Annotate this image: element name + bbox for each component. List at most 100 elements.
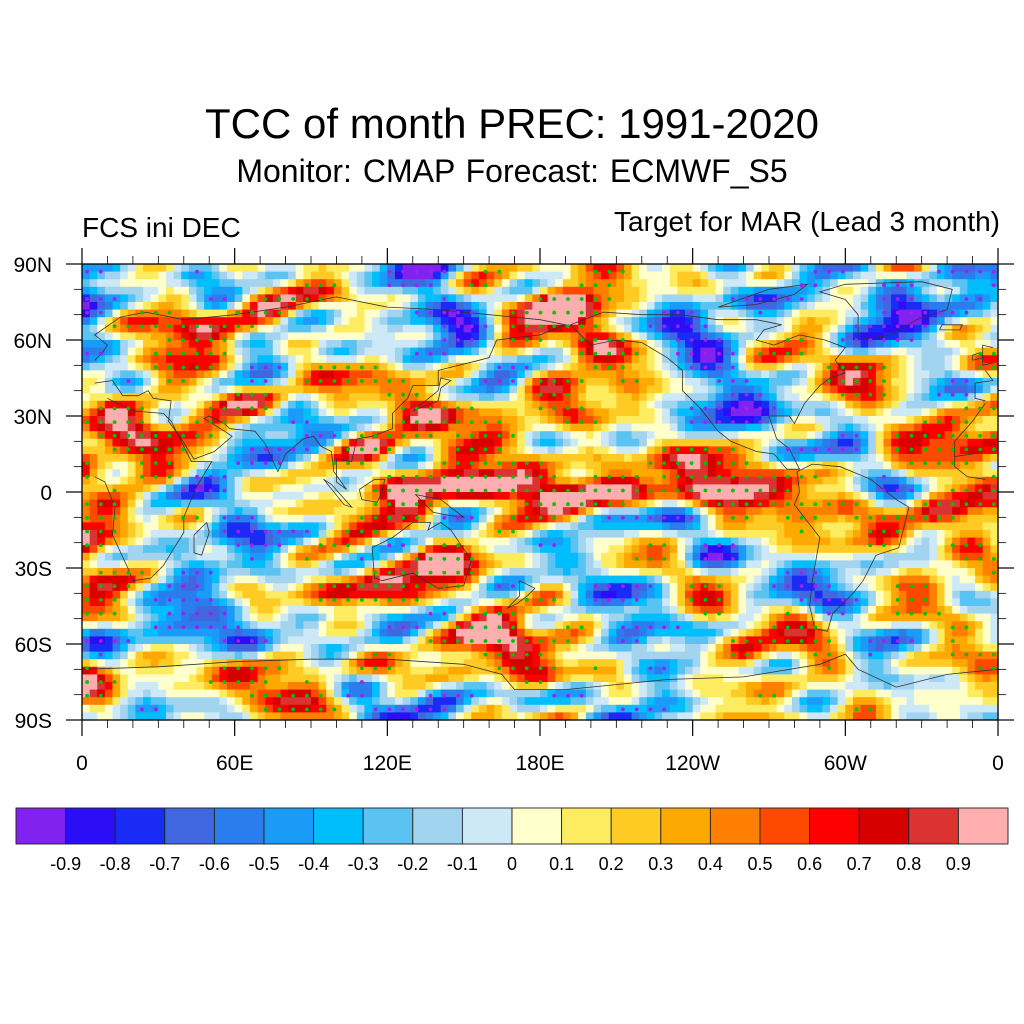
field-cell [219, 492, 228, 501]
field-cell [211, 659, 228, 668]
field-cell [173, 514, 182, 523]
field-cell [120, 674, 129, 683]
field-cell [929, 537, 938, 546]
field-cell [990, 461, 999, 470]
field-cell [700, 279, 709, 288]
field-cell [852, 294, 862, 303]
field-cell [791, 598, 801, 607]
field-cell [211, 514, 220, 523]
significant-negative-dot [497, 379, 502, 383]
significant-positive-dot [524, 324, 529, 329]
field-cell [593, 613, 602, 622]
field-cell [738, 651, 747, 660]
field-cell [822, 393, 831, 402]
field-cell [478, 461, 503, 470]
field-cell [883, 560, 900, 569]
field-cell [791, 324, 801, 333]
field-cell [333, 286, 343, 295]
field-cell [669, 279, 678, 288]
field-cell [555, 393, 564, 402]
field-cell [471, 704, 480, 713]
field-cell [120, 522, 129, 531]
field-cell [952, 598, 961, 607]
field-cell [211, 347, 220, 356]
field-cell [799, 271, 808, 280]
field-cell [524, 697, 572, 706]
field-cell [272, 492, 304, 501]
field-cell [914, 644, 923, 653]
field-cell [456, 590, 472, 599]
field-cell [303, 621, 320, 630]
field-cell [387, 476, 396, 485]
field-cell [181, 264, 190, 273]
field-cell [723, 590, 732, 599]
field-cell [669, 385, 694, 394]
field-cell [601, 613, 610, 622]
field-cell [272, 606, 282, 615]
field-cell [975, 324, 984, 333]
field-cell [791, 697, 801, 706]
field-cell [509, 507, 518, 516]
field-cell [517, 446, 526, 455]
field-cell [952, 507, 961, 516]
field-cell [82, 317, 91, 326]
field-cell [356, 294, 388, 303]
field-cell [906, 628, 923, 637]
field-cell [685, 590, 694, 599]
field-cell [150, 689, 167, 698]
field-cell [852, 644, 862, 653]
field-cell [501, 659, 511, 668]
field-cell [723, 712, 770, 721]
field-cell [868, 651, 885, 660]
field-cell [249, 636, 259, 645]
field-cell [593, 309, 602, 318]
field-cell [959, 309, 969, 318]
field-cell [82, 575, 91, 584]
field-cell [822, 324, 831, 333]
field-cell [97, 583, 114, 592]
field-cell [799, 347, 808, 356]
field-cell [929, 674, 946, 683]
field-cell [921, 286, 930, 295]
field-cell [143, 286, 159, 295]
field-cell [769, 332, 778, 341]
field-cell [578, 362, 587, 371]
field-cell [540, 461, 549, 470]
field-cell [677, 286, 717, 295]
field-cell [181, 613, 190, 622]
field-cell [494, 393, 511, 402]
field-cell [578, 355, 587, 364]
field-cell [685, 507, 694, 516]
field-cell [219, 697, 228, 706]
field-cell [188, 484, 198, 493]
field-cell [433, 712, 442, 721]
field-cell [875, 522, 900, 531]
field-cell [715, 454, 724, 463]
field-cell [387, 400, 396, 409]
field-cell [562, 324, 579, 333]
field-cell [341, 704, 350, 713]
field-cell [532, 598, 549, 607]
field-cell [524, 431, 533, 440]
field-cell [982, 431, 991, 440]
field-cell [326, 530, 335, 539]
field-cell [990, 484, 999, 493]
field-cell [82, 454, 91, 463]
field-cell [204, 560, 220, 569]
field-cell [593, 324, 602, 333]
field-cell [845, 370, 862, 379]
field-cell [791, 385, 808, 394]
significant-positive-dot [318, 283, 323, 288]
field-cell [891, 317, 900, 326]
field-cell [761, 545, 770, 554]
field-cell [265, 651, 274, 660]
field-cell [822, 613, 831, 622]
field-cell [349, 575, 358, 584]
field-cell [593, 583, 610, 592]
field-cell [318, 522, 327, 531]
significant-positive-dot [992, 365, 996, 370]
field-cell [944, 621, 953, 630]
field-cell [410, 659, 442, 668]
field-cell [394, 370, 411, 379]
field-cell [303, 385, 320, 394]
